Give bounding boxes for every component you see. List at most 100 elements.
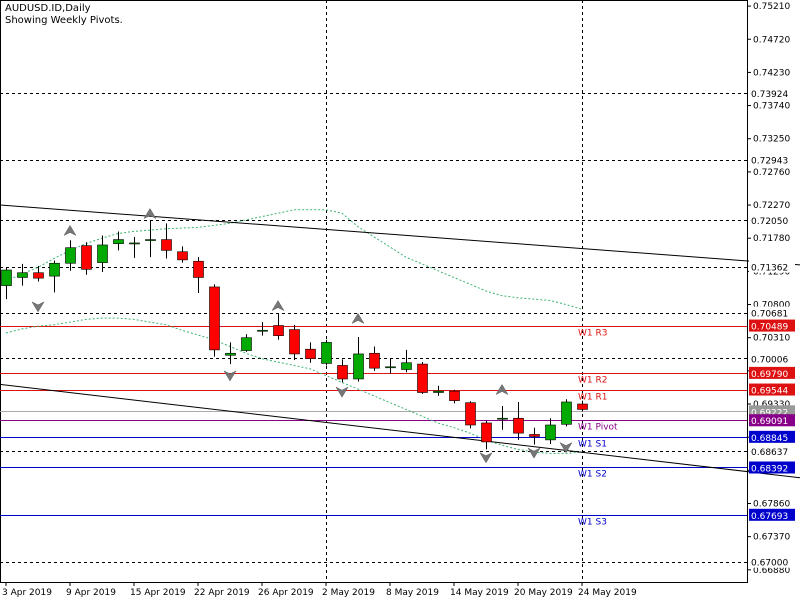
pivot-label: W1 S1 bbox=[578, 440, 607, 450]
bull-candle bbox=[113, 239, 124, 244]
bear-candle bbox=[417, 363, 428, 393]
pivot-price-label: 0.69790 bbox=[751, 370, 788, 380]
fractal-down-arrow bbox=[31, 301, 45, 313]
chart-symbol-title: AUDUSD.ID,Daily bbox=[5, 3, 91, 14]
bear-candle bbox=[209, 286, 220, 351]
pivot-price-label: 0.68392 bbox=[751, 464, 788, 474]
bear-candle bbox=[449, 390, 460, 401]
bull-candle bbox=[561, 401, 572, 425]
bear-candle bbox=[513, 417, 524, 434]
level-price-label: 0.72050 bbox=[751, 217, 788, 227]
x-tick-label: 22 Apr 2019 bbox=[194, 588, 250, 598]
pivot-label: W1 S2 bbox=[578, 470, 607, 480]
current-price-label: 0.69222 bbox=[751, 408, 788, 418]
fractal-down-arrow bbox=[559, 442, 573, 454]
fractal-down-arrow bbox=[223, 370, 237, 382]
bull-candle bbox=[321, 342, 332, 364]
x-tick-label: 2 May 2019 bbox=[322, 588, 375, 598]
level-price-label-box bbox=[749, 260, 795, 273]
pivot-price-label: 0.68845 bbox=[751, 434, 788, 444]
y-tick-label: 0.73740 bbox=[753, 102, 790, 112]
fractal-up-arrow bbox=[143, 208, 157, 220]
y-tick-label: 0.67860 bbox=[753, 499, 790, 509]
level-price-label-box bbox=[749, 444, 795, 457]
bull-candle bbox=[49, 262, 60, 277]
last-price-label: 0.69091 bbox=[751, 417, 788, 427]
x-tick-label: 24 May 2019 bbox=[578, 588, 637, 598]
envelope-lower-line bbox=[5, 317, 583, 454]
chart-subtitle: Showing Weekly Pivots. bbox=[5, 15, 123, 26]
fractal-up-arrow bbox=[271, 300, 285, 312]
pivot-price-label-box bbox=[749, 430, 795, 443]
pivot-label: W1 S3 bbox=[578, 518, 607, 528]
pivot-label: W1 R2 bbox=[578, 376, 607, 386]
bear-candle bbox=[481, 422, 492, 443]
y-tick-label: 0.66880 bbox=[753, 566, 790, 576]
level-price-label-box bbox=[749, 87, 795, 100]
bear-candle bbox=[577, 403, 588, 410]
pivot-label: W1 R1 bbox=[578, 393, 607, 403]
level-price-label-box bbox=[749, 306, 795, 319]
fractal-up-arrow bbox=[63, 224, 77, 237]
y-tick-label: 0.67370 bbox=[753, 533, 790, 543]
y-tick-label: 0.72270 bbox=[753, 201, 790, 211]
y-tick-label: 0.74720 bbox=[753, 35, 790, 45]
level-price-label: 0.71362 bbox=[751, 264, 788, 274]
level-price-label-box bbox=[749, 153, 795, 166]
bull-candle bbox=[433, 390, 444, 393]
level-price-label-box bbox=[749, 213, 795, 226]
bear-candle bbox=[177, 251, 188, 261]
bull-candle bbox=[257, 329, 268, 332]
x-tick-label: 14 May 2019 bbox=[450, 588, 509, 598]
x-tick-label: 8 May 2019 bbox=[386, 588, 439, 598]
bull-candle bbox=[129, 242, 140, 245]
fractal-down-arrow bbox=[335, 386, 349, 398]
bull-candle bbox=[241, 337, 252, 351]
bull-candle bbox=[353, 353, 364, 380]
bear-candle bbox=[81, 245, 92, 270]
y-tick-label: 0.70310 bbox=[753, 334, 790, 344]
bear-candle bbox=[529, 434, 540, 437]
level-price-label: 0.70006 bbox=[751, 355, 788, 365]
trendline bbox=[0, 383, 800, 479]
last-price-label-box bbox=[749, 414, 795, 427]
bull-candle bbox=[65, 247, 76, 264]
bull-candle bbox=[385, 366, 396, 369]
pivot-price-label-box bbox=[749, 319, 795, 332]
pivot-price-label-box bbox=[749, 508, 795, 521]
bull-candle bbox=[1, 269, 12, 286]
bull-candle bbox=[97, 244, 108, 263]
bear-candle bbox=[33, 272, 44, 279]
y-tick-label: 0.70800 bbox=[753, 301, 790, 311]
x-tick-label: 26 Apr 2019 bbox=[258, 588, 314, 598]
level-price-label: 0.72943 bbox=[751, 157, 788, 167]
bull-candle bbox=[401, 362, 412, 370]
fractal-down-arrow bbox=[527, 447, 541, 459]
bull-candle bbox=[545, 424, 556, 441]
fractal-up-arrow bbox=[351, 312, 365, 325]
level-price-label: 0.73924 bbox=[751, 90, 788, 100]
level-price-label: 0.67000 bbox=[751, 559, 788, 569]
x-tick-label: 9 Apr 2019 bbox=[66, 588, 116, 598]
bear-candle bbox=[305, 348, 316, 359]
pivot-label: W1 Pivot bbox=[578, 423, 618, 433]
bear-candle bbox=[289, 329, 300, 355]
pivot-price-label-box bbox=[749, 383, 795, 396]
bear-candle bbox=[193, 260, 204, 278]
y-tick-label: 0.73250 bbox=[753, 135, 790, 145]
fractal-up-arrow bbox=[495, 383, 509, 396]
bull-candle bbox=[497, 417, 508, 420]
bull-candle bbox=[225, 352, 236, 356]
trendline bbox=[0, 204, 800, 266]
bear-candle bbox=[369, 352, 380, 369]
bull-candle bbox=[145, 239, 156, 241]
fractal-down-arrow bbox=[479, 452, 493, 464]
pivot-price-label: 0.69544 bbox=[751, 387, 788, 397]
level-price-label: 0.68637 bbox=[751, 448, 788, 458]
level-price-label-box bbox=[749, 352, 795, 365]
pivot-price-label: 0.70489 bbox=[751, 323, 788, 333]
bull-candle bbox=[17, 272, 28, 278]
y-tick-label: 0.74230 bbox=[753, 68, 790, 78]
level-price-label: 0.70681 bbox=[751, 310, 788, 320]
